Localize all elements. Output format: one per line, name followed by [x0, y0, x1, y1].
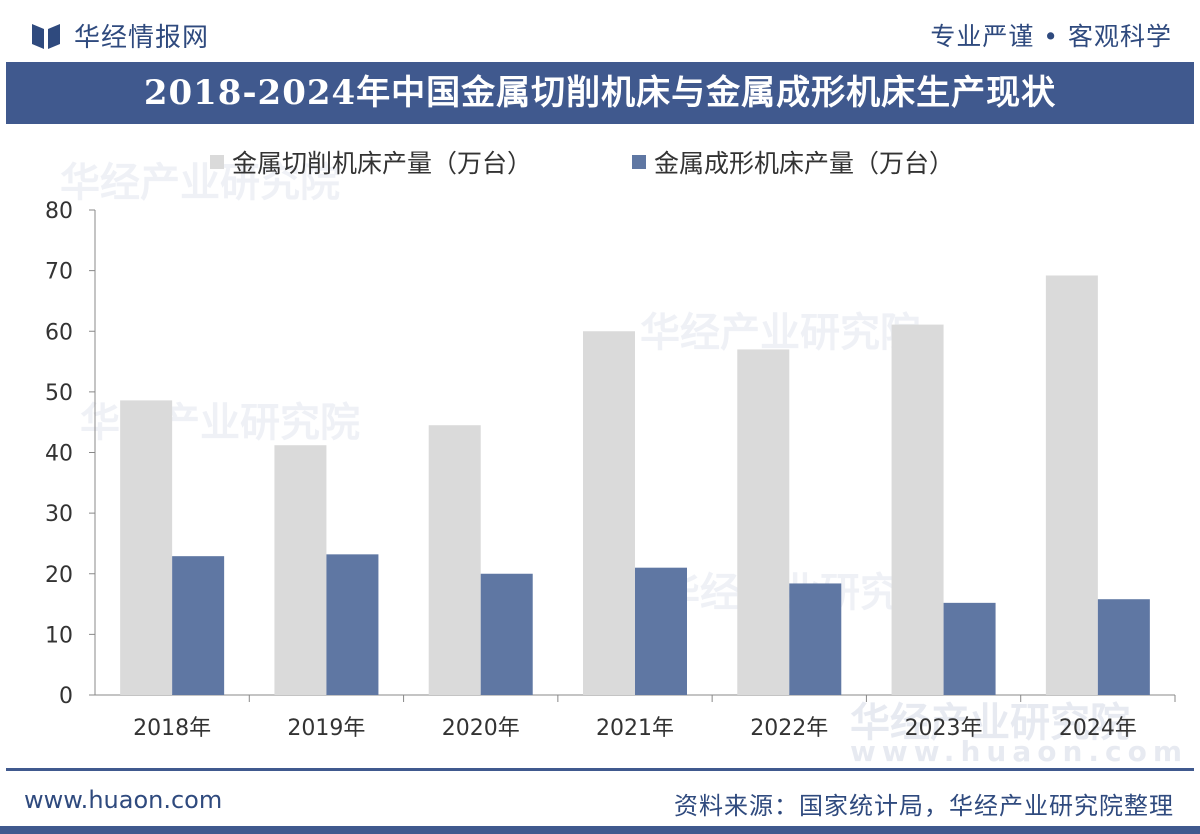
x-tick-label: 2024年 [1059, 716, 1137, 741]
y-tick-label: 0 [59, 684, 73, 709]
header-bar: 华经情报网 专业严谨 • 客观科学 [0, 0, 1200, 62]
y-tick-label: 20 [45, 563, 73, 588]
bar-cutting-3 [583, 331, 635, 695]
bar-cutting-2 [428, 425, 481, 695]
x-tick-label: 2022年 [750, 716, 828, 741]
footer-divider [6, 768, 1194, 771]
logo-icon [32, 24, 60, 49]
bottom-bar [0, 826, 1200, 834]
bar-cutting-1 [274, 445, 327, 695]
legend-swatch-forming [632, 155, 646, 169]
bar-cutting-5 [891, 324, 944, 695]
x-tick-label: 2021年 [596, 716, 674, 741]
y-tick-label: 70 [45, 260, 73, 285]
x-tick-label: 2023年 [905, 716, 983, 741]
y-tick-label: 10 [45, 623, 73, 648]
bar-forming-0 [172, 556, 225, 695]
x-tick-label: 2019年 [287, 716, 365, 741]
y-tick-label: 30 [45, 502, 73, 527]
y-tick-label: 50 [45, 381, 73, 406]
bar-forming-1 [326, 554, 379, 695]
bar-forming-2 [480, 573, 533, 695]
bar-forming-5 [943, 602, 996, 695]
site-url: www.huaon.com [24, 786, 223, 814]
bar-forming-6 [1097, 599, 1150, 695]
bar-cutting-4 [737, 349, 790, 695]
brand-name: 华经情报网 [74, 23, 210, 53]
bar-forming-4 [789, 583, 842, 695]
x-tick-label: 2020年 [442, 716, 520, 741]
y-tick-label: 40 [45, 442, 73, 467]
bar-cutting-0 [120, 400, 173, 695]
legend-label-forming: 金属成形机床产量（万台） [654, 149, 955, 178]
data-source: 资料来源：国家统计局，华经产业研究院整理 [674, 792, 1174, 820]
title-bar: 2018-2024年中国金属切削机床与金属成形机床生产现状 [6, 62, 1194, 124]
legend-item-forming: 金属成形机床产量（万台） [632, 142, 954, 182]
y-tick-label: 60 [45, 320, 73, 345]
chart-legend: 金属切削机床产量（万台） 金属成形机床产量（万台） [0, 142, 1200, 182]
bar-forming-3 [635, 567, 687, 695]
legend-item-cutting: 金属切削机床产量（万台） [210, 142, 532, 182]
legend-label-cutting: 金属切削机床产量（万台） [232, 149, 533, 178]
y-tick-label: 80 [45, 199, 73, 224]
tagline: 专业严谨 • 客观科学 [930, 22, 1172, 51]
legend-swatch-cutting [210, 155, 224, 169]
bar-chart: 0 10 20 30 40 50 60 70 80 2018年 2019年 2020年 2021年 202… [45, 199, 1176, 741]
x-tick-label: 2018年 [133, 716, 211, 741]
chart-title: 2018-2024年中国金属切削机床与金属成形机床生产现状 [143, 73, 1057, 113]
bar-cutting-6 [1045, 275, 1098, 695]
